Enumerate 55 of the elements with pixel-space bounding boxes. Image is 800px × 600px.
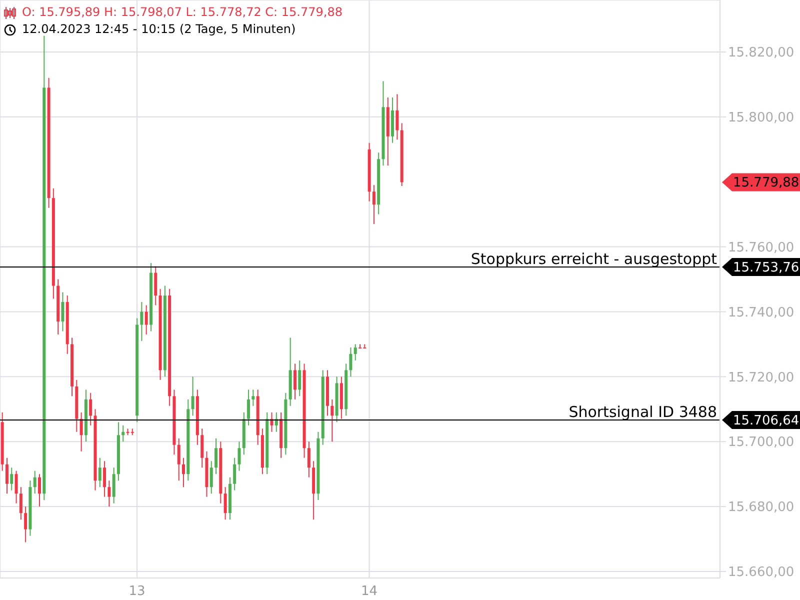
candlestick xyxy=(238,441,241,472)
candlestick xyxy=(14,470,18,504)
candlestick xyxy=(252,389,255,406)
candlestick xyxy=(89,392,92,426)
candlestick xyxy=(224,486,227,520)
candlestick xyxy=(122,424,125,442)
candlestick xyxy=(24,506,28,543)
x-tick-label: 13 xyxy=(128,584,146,600)
candlestick xyxy=(293,363,296,400)
text: 15.753,76 xyxy=(733,260,800,276)
candlestick xyxy=(80,412,83,452)
candlestick xyxy=(33,470,36,494)
candlestick xyxy=(144,304,148,335)
x-tick-label: 14 xyxy=(361,584,378,600)
candlestick xyxy=(372,184,376,225)
candlestick xyxy=(191,376,194,416)
candlestick xyxy=(61,292,64,332)
y-tick-label: 15.800,00 xyxy=(728,110,794,126)
chart-title: O: 15.795,89 H: 15.798,07 L: 15.778,72 C: 15.779,88 xyxy=(22,4,342,21)
candlestick xyxy=(354,344,357,361)
candlestick xyxy=(200,428,204,468)
candlestick xyxy=(19,486,22,520)
candlestick xyxy=(307,441,310,478)
candlestick xyxy=(233,457,236,491)
candlestick xyxy=(349,346,352,378)
y-tick-label: 15.660,00 xyxy=(728,565,794,580)
candlestick xyxy=(112,467,116,504)
candlestick xyxy=(98,457,102,488)
y-tick-label: 15.820,00 xyxy=(728,46,794,61)
candlestick xyxy=(396,94,399,140)
candlestick xyxy=(140,301,144,342)
candlestick xyxy=(10,467,14,491)
candlestick xyxy=(154,266,158,306)
text: 15.779,88 xyxy=(733,176,800,191)
candlestick xyxy=(38,474,41,508)
y-tick-label: 15.720,00 xyxy=(728,370,794,386)
y-tick-label: 15.740,00 xyxy=(728,305,794,320)
y-tick-label: 15.680,00 xyxy=(728,500,794,516)
candlestick xyxy=(177,438,180,482)
ref-line-label: Shortsignal ID 3488 xyxy=(568,403,717,422)
candlestick xyxy=(330,398,334,442)
ref-line-label: Stoppkurs erreicht - ausgestoppt xyxy=(470,250,718,268)
candlestick xyxy=(103,460,106,498)
candlestick xyxy=(298,360,302,397)
y-tick-label: 15.700,00 xyxy=(728,435,794,450)
candlestick xyxy=(358,344,362,348)
candlestick xyxy=(5,457,8,494)
candlestick xyxy=(247,389,250,426)
y-tick-label: 15.760,00 xyxy=(728,240,794,256)
text: 15.706,64 xyxy=(733,414,800,429)
candlestick xyxy=(210,460,213,494)
candlestick xyxy=(214,438,218,475)
text: 12.04.2023 12:45 - 10:15 (2 Tage, 5 Minuten) xyxy=(22,21,296,38)
candlestick xyxy=(108,480,111,508)
candlestick xyxy=(182,457,185,488)
